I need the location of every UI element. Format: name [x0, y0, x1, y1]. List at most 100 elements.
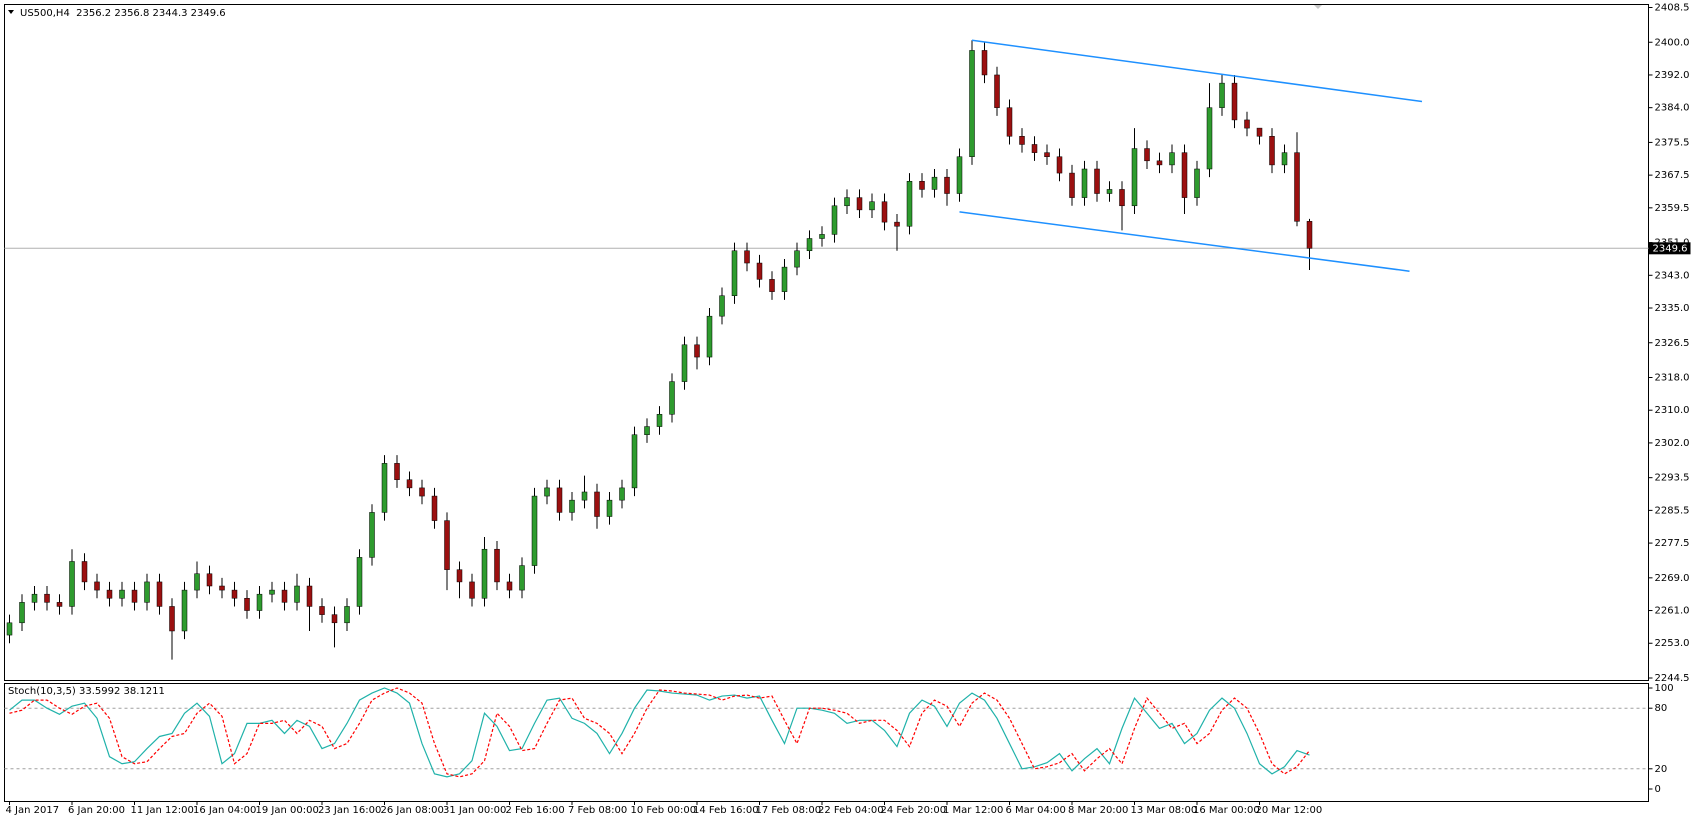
candle-body	[394, 463, 400, 480]
y-tick-label: 2343.0	[1655, 270, 1690, 281]
candle-body	[1181, 152, 1188, 198]
y-tick-label: 2293.5	[1655, 473, 1690, 484]
candle-body	[994, 74, 1000, 108]
candle-body	[506, 581, 513, 591]
x-tick-label: 2 Feb 16:00	[506, 805, 565, 816]
candle-body	[531, 495, 538, 566]
candle-body	[481, 548, 488, 599]
x-tick-label: 24 Feb 20:00	[881, 805, 947, 816]
stoch-title: Stoch(10,3,5) 33.5992 38.1211	[8, 686, 165, 697]
candle-body	[206, 573, 213, 587]
candle-body	[469, 581, 475, 599]
channel-line	[971, 39, 1423, 103]
y-tick-label: 2400.0	[1655, 37, 1690, 48]
candle-body	[731, 250, 738, 296]
x-tick-label: 19 Jan 00:00	[256, 805, 319, 816]
candle-body	[556, 487, 563, 513]
candle-body	[681, 344, 688, 382]
candle-body	[331, 614, 338, 624]
candle-body	[631, 434, 638, 489]
candle-body	[856, 197, 863, 211]
candle-body	[1269, 136, 1275, 166]
candle-body	[819, 234, 825, 239]
y-tick-label: 2253.0	[1655, 638, 1690, 649]
candle-body	[444, 520, 450, 570]
candle-body	[1256, 127, 1263, 137]
candle-body	[406, 479, 413, 489]
candle-body	[756, 262, 763, 280]
y-tick-label: 2326.5	[1655, 338, 1690, 349]
y-tick-label: 2285.5	[1655, 505, 1690, 516]
y-tick-label: 2310.0	[1655, 405, 1690, 416]
candle-body	[1219, 82, 1225, 108]
candle-body	[306, 585, 313, 607]
candle-body	[806, 238, 813, 252]
candle-body	[1169, 152, 1175, 166]
y-tick-label: 2384.0	[1655, 103, 1690, 114]
candle-body	[881, 201, 888, 223]
candle-body	[69, 561, 75, 607]
y-tick-label: 2261.0	[1655, 606, 1690, 617]
x-tick-label: 6 Jan 20:00	[68, 805, 125, 816]
y-tick-label: 2359.5	[1655, 203, 1690, 214]
candle-body	[269, 589, 275, 595]
x-tick-label: 4 Jan 2017	[6, 805, 60, 816]
candle-body	[1069, 172, 1075, 198]
candle-body	[544, 487, 550, 497]
channel-line	[959, 211, 1410, 272]
candle-body	[131, 589, 138, 603]
candle-body	[1019, 136, 1025, 145]
candle-body	[894, 221, 900, 227]
x-tick-label: 17 Feb 08:00	[756, 805, 822, 816]
candle-body	[1156, 160, 1163, 166]
menu-triangle[interactable]	[8, 10, 14, 14]
candle-body	[719, 295, 725, 317]
x-tick-label: 16 Jan 04:00	[193, 805, 256, 816]
candle-body	[769, 279, 775, 292]
candle-body	[594, 491, 600, 517]
candle-body	[1044, 152, 1050, 157]
stoch-line	[9, 687, 1310, 778]
candle-body	[906, 181, 913, 227]
candle-body	[344, 606, 350, 624]
candle-body	[94, 581, 100, 591]
candle-body	[419, 487, 425, 497]
y-tick-label: 2408.5	[1655, 3, 1690, 14]
candle-body	[381, 463, 388, 513]
candle-body	[194, 573, 200, 591]
candle-body	[706, 315, 713, 358]
candle-body	[1306, 221, 1313, 249]
candle-body	[1031, 144, 1038, 153]
candle-body	[44, 593, 50, 603]
candle-body	[669, 381, 675, 415]
y-tick-label: 100	[1655, 683, 1674, 694]
candle-body	[1194, 168, 1200, 198]
candle-body	[294, 585, 300, 603]
x-tick-label: 6 Mar 04:00	[1006, 805, 1066, 816]
candle-body	[1094, 168, 1100, 194]
candle-body	[106, 589, 113, 599]
candle-body	[1106, 189, 1113, 194]
candle-body	[619, 487, 625, 501]
candle-body	[31, 593, 38, 603]
candle-body	[1131, 148, 1138, 207]
candle-body	[56, 602, 63, 607]
stoch-line	[9, 687, 1310, 778]
candle-body	[931, 176, 938, 190]
candle-body	[694, 344, 700, 358]
candle-body	[256, 593, 263, 611]
candle-body	[831, 205, 838, 235]
candle-body	[494, 548, 500, 583]
candle-body	[369, 512, 375, 558]
x-tick-label: 26 Jan 08:00	[381, 805, 444, 816]
candle-body	[19, 602, 25, 624]
x-tick-label: 23 Jan 16:00	[318, 805, 381, 816]
candle-body	[119, 589, 125, 599]
candle-body	[844, 197, 850, 207]
candle-body	[281, 589, 288, 603]
candle-body	[169, 606, 175, 632]
candle-body	[1281, 152, 1288, 166]
y-tick-label: 2367.5	[1655, 170, 1690, 181]
candle-body	[1056, 156, 1063, 174]
